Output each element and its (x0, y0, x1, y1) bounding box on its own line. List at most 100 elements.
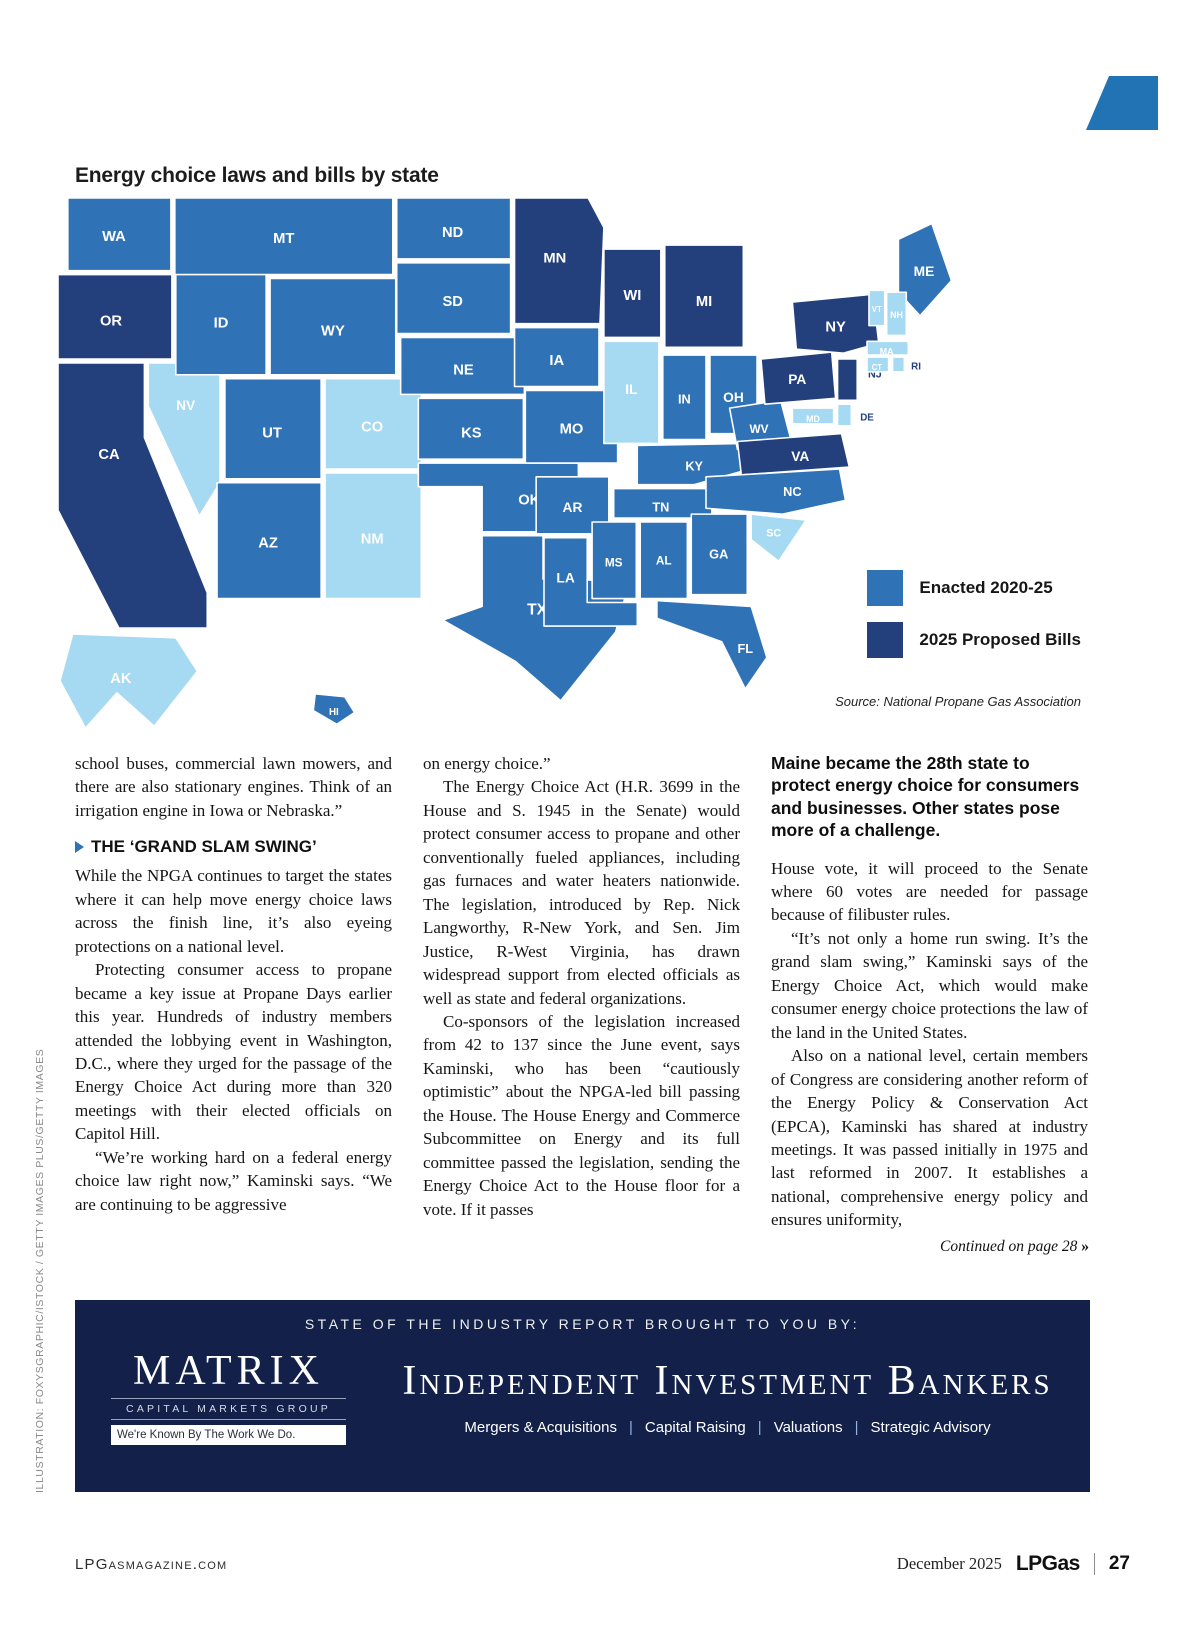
state-RI (891, 356, 906, 373)
state-WI (603, 248, 662, 339)
state-label-AK: AK (110, 671, 132, 687)
state-label-AR: AR (563, 500, 583, 515)
state-label-GA: GA (709, 547, 728, 562)
state-label-CO: CO (361, 420, 383, 436)
state-label-WY: WY (321, 323, 345, 339)
matrix-logo-subtitle: CAPITAL MARKETS GROUP (111, 1398, 346, 1420)
section-heading: THE ‘GRAND SLAM SWING’ (75, 837, 392, 857)
state-NJ (836, 358, 858, 402)
state-label-NH: NH (890, 310, 903, 320)
state-label-FL: FL (737, 641, 753, 656)
state-NC (705, 468, 847, 515)
state-label-OR: OR (100, 314, 122, 330)
state-label-MO: MO (560, 422, 584, 438)
footer-divider (1093, 1553, 1095, 1575)
double-chevron-icon: » (1081, 1237, 1089, 1255)
state-label-NJ: NJ (868, 369, 882, 381)
column-1-paragraphs: While the NPGA continues to target the s… (75, 864, 392, 1216)
state-label-WV: WV (750, 423, 769, 436)
state-label-CT: CT (872, 363, 883, 372)
state-FL (656, 599, 768, 690)
service-separator: | (757, 1419, 762, 1437)
state-label-MS: MS (605, 556, 623, 569)
state-MS (591, 521, 638, 600)
state-OH (709, 354, 758, 435)
paragraph: “It’s not only a home run swing. It’s th… (771, 928, 1088, 1042)
state-label-NC: NC (783, 484, 801, 499)
state-label-OH: OH (723, 390, 744, 405)
map-title: Energy choice laws and bills by state (75, 164, 439, 187)
ad-headline: Independent Investment Bankers (402, 1357, 1053, 1404)
state-label-CA: CA (98, 447, 120, 463)
ad-content-row: MATRIX CAPITAL MARKETS GROUP We're Known… (111, 1350, 1054, 1445)
state-label-IL: IL (625, 382, 637, 397)
state-label-MI: MI (696, 294, 712, 310)
state-WA (67, 197, 172, 272)
state-WY (269, 277, 397, 376)
state-IA (513, 326, 600, 388)
state-label-SD: SD (442, 294, 463, 310)
state-ND (395, 197, 512, 260)
state-LA (543, 536, 639, 627)
state-AZ (216, 481, 322, 600)
service-item: Capital Raising (644, 1419, 746, 1437)
state-VA (736, 432, 851, 476)
legend-swatch-enacted (867, 570, 904, 606)
state-HI (312, 693, 356, 726)
legend-row-proposed: 2025 Proposed Bills (867, 622, 1081, 658)
state-label-VT: VT (872, 305, 882, 314)
state-label-IN: IN (678, 392, 691, 407)
state-label-UT: UT (262, 426, 282, 442)
state-label-LA: LA (556, 571, 574, 586)
paragraph: House vote, it will proceed to the Senat… (771, 858, 1088, 925)
magazine-logo: LPGas (1015, 1552, 1081, 1575)
illustration-credit: ILLUSTRATION: FOXYSGRAPHIC/ISTOCK / GETT… (34, 1048, 46, 1493)
state-NE (399, 336, 526, 396)
state-label-TN: TN (652, 500, 669, 515)
state-UT (224, 377, 322, 480)
paragraph: on energy choice.” (423, 754, 551, 773)
state-label-MT: MT (273, 231, 294, 247)
state-label-WI: WI (623, 288, 641, 304)
article-column-1: school buses, commercial lawn mowers, an… (75, 752, 392, 1256)
state-ID (175, 258, 267, 376)
state-label-TX: TX (527, 602, 548, 619)
state-label-NM: NM (361, 532, 384, 548)
service-separator: | (854, 1419, 859, 1437)
paragraph: school buses, commercial lawn mowers, an… (75, 754, 392, 820)
state-SD (395, 262, 512, 335)
article-column-3: Maine became the 28th state to protect e… (771, 752, 1089, 1256)
state-DE (836, 403, 853, 427)
state-label-AZ: AZ (258, 535, 278, 551)
footer-right-block: December 2025 LPGas 27 (897, 1552, 1130, 1576)
state-OR (57, 273, 173, 360)
ad-banner: STATE OF THE INDUSTRY REPORT BROUGHT TO … (75, 1300, 1090, 1492)
state-label-ID: ID (214, 316, 229, 332)
legend-swatch-proposed (867, 622, 904, 658)
section-heading-label: THE ‘GRAND SLAM SWING’ (91, 837, 317, 857)
state-CA (57, 362, 209, 629)
state-label-HI: HI (329, 707, 339, 718)
ad-kicker: STATE OF THE INDUSTRY REPORT BROUGHT TO … (304, 1316, 861, 1332)
paragraph: While the NPGA continues to target the s… (75, 866, 392, 956)
paragraph: Co-sponsors of the legislation increased… (423, 1011, 740, 1219)
state-label-RI: RI (911, 361, 921, 372)
state-label-SC: SC (766, 528, 781, 540)
state-label-MN: MN (543, 251, 566, 267)
map-source: Source: National Propane Gas Association (835, 694, 1081, 709)
state-MD (791, 407, 835, 425)
state-label-ME: ME (914, 264, 935, 279)
column-3-paragraphs: House vote, it will proceed to the Senat… (771, 857, 1088, 1232)
issue-date: December 2025 (896, 1554, 1002, 1573)
paragraph: The Energy Choice Act (H.R. 3699 in the … (423, 777, 740, 1008)
state-AK (59, 633, 199, 729)
state-KS (417, 397, 525, 460)
state-MN (513, 197, 605, 325)
state-MA (866, 340, 910, 356)
us-states-map-svg: CA WA OR NV ID MT WY UT CO AZ NM ND SD NE KS OK TX MN IA MO… (57, 197, 953, 729)
state-label-PA: PA (788, 372, 806, 387)
article-column-2: on energy choice.” The Energy Choice Act … (423, 752, 740, 1256)
service-item: Strategic Advisory (870, 1419, 991, 1437)
state-MI (663, 244, 745, 349)
